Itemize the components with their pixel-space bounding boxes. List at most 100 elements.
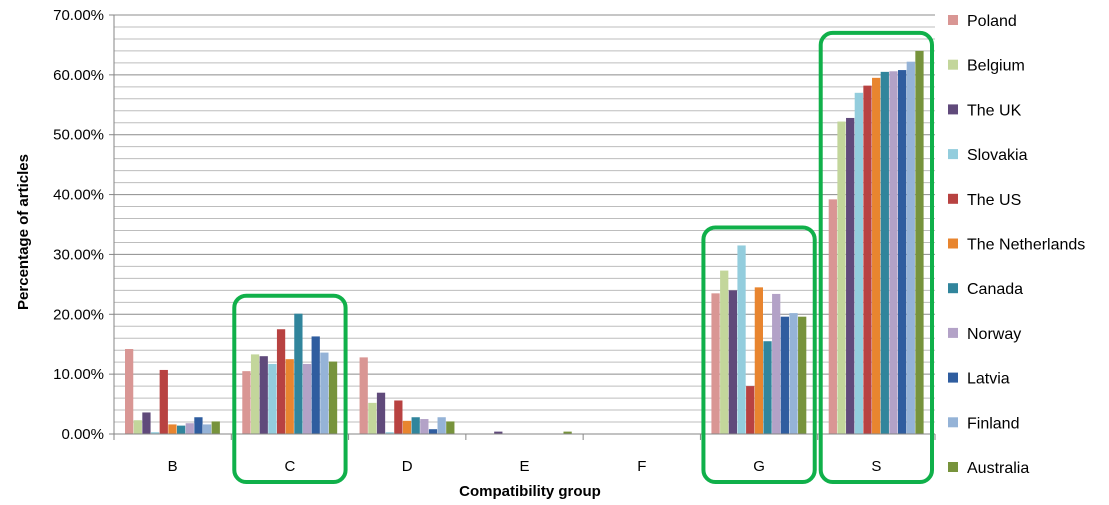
bar bbox=[302, 363, 312, 434]
bar bbox=[711, 293, 720, 434]
bar bbox=[176, 425, 186, 434]
legend-label: The US bbox=[967, 192, 1021, 209]
bar bbox=[754, 287, 763, 434]
legend-item: Latvia bbox=[948, 371, 1010, 388]
bar bbox=[359, 357, 368, 434]
bar bbox=[368, 402, 377, 434]
legend-label: Canada bbox=[967, 281, 1023, 298]
bar bbox=[437, 417, 446, 434]
legend-swatch bbox=[948, 327, 958, 338]
bar bbox=[737, 245, 746, 434]
bar bbox=[385, 432, 394, 434]
bar bbox=[446, 421, 455, 434]
bar bbox=[285, 359, 294, 434]
legend-item: Canada bbox=[948, 281, 1023, 298]
x-tick-label: S bbox=[871, 458, 881, 475]
bar bbox=[563, 431, 572, 434]
bar bbox=[798, 316, 807, 434]
highlight-box bbox=[701, 225, 817, 484]
legend-swatch bbox=[948, 238, 958, 249]
x-tick-label: F bbox=[637, 458, 646, 475]
legend-label: Slovakia bbox=[967, 147, 1028, 164]
bar bbox=[837, 121, 846, 435]
bar bbox=[294, 313, 303, 434]
legend-swatch bbox=[948, 372, 958, 383]
legend-label: Belgium bbox=[967, 58, 1025, 75]
bar bbox=[411, 417, 420, 434]
bar bbox=[420, 419, 429, 434]
highlight-boxes bbox=[232, 30, 935, 484]
y-tick-label: 40.00% bbox=[53, 187, 104, 204]
bar bbox=[780, 316, 789, 434]
bar bbox=[863, 85, 872, 434]
y-tick-label: 0.00% bbox=[61, 426, 104, 443]
bar bbox=[906, 61, 915, 434]
bar bbox=[889, 71, 898, 435]
legend-item: The Netherlands bbox=[948, 237, 1085, 254]
x-tick-label: D bbox=[402, 458, 413, 475]
bar bbox=[494, 431, 503, 434]
bar bbox=[259, 356, 268, 434]
bar bbox=[915, 50, 924, 434]
bar bbox=[428, 429, 438, 434]
legend-item: Slovakia bbox=[948, 147, 1028, 164]
bar bbox=[720, 270, 729, 434]
bar bbox=[268, 363, 277, 434]
y-tick-label: 50.00% bbox=[53, 127, 104, 144]
legend-item: Poland bbox=[948, 13, 1017, 30]
legend-swatch bbox=[948, 59, 958, 70]
highlight-box bbox=[818, 30, 935, 484]
legend-swatch bbox=[948, 283, 958, 294]
legend-label: Poland bbox=[967, 13, 1017, 30]
highlight-box bbox=[232, 293, 348, 484]
bar bbox=[276, 329, 286, 434]
legend-label: Australia bbox=[967, 460, 1029, 477]
bar bbox=[168, 424, 177, 434]
bar bbox=[328, 361, 338, 434]
legend: Poland Belgium The UK Slovakia The US The Net… bbox=[948, 13, 1085, 477]
bar bbox=[242, 371, 251, 434]
bar bbox=[728, 290, 738, 434]
y-tick-label: 60.00% bbox=[53, 67, 104, 84]
legend-label: The Netherlands bbox=[967, 237, 1085, 254]
legend-item: Belgium bbox=[948, 58, 1025, 75]
bar bbox=[828, 199, 837, 434]
bar bbox=[250, 354, 260, 434]
bar bbox=[185, 423, 194, 434]
bar bbox=[789, 313, 798, 434]
legend-swatch bbox=[948, 193, 958, 204]
y-tick-label: 70.00% bbox=[53, 7, 104, 24]
bar bbox=[211, 421, 220, 434]
legend-item: Finland bbox=[948, 415, 1019, 432]
bar bbox=[763, 341, 772, 434]
bars bbox=[125, 50, 924, 435]
legend-swatch bbox=[948, 149, 958, 160]
x-tick-label: E bbox=[519, 458, 529, 475]
legend-swatch bbox=[948, 417, 958, 428]
legend-item: The UK bbox=[948, 102, 1022, 119]
bar bbox=[880, 71, 889, 435]
legend-label: Latvia bbox=[967, 371, 1010, 388]
legend-swatch bbox=[948, 104, 958, 115]
x-axis-label: Compatibility group bbox=[459, 483, 601, 500]
bar bbox=[854, 92, 863, 434]
bar bbox=[125, 349, 134, 434]
y-axis-label: Percentage of articles bbox=[15, 154, 32, 310]
bar bbox=[311, 336, 320, 434]
bar bbox=[846, 117, 855, 434]
legend-label: Finland bbox=[967, 415, 1019, 432]
bar bbox=[376, 392, 386, 434]
x-tick-label: C bbox=[285, 458, 296, 475]
bar bbox=[133, 420, 142, 434]
legend-item: The US bbox=[948, 192, 1021, 209]
bar bbox=[194, 417, 203, 434]
legend-item: Norway bbox=[948, 326, 1021, 343]
legend-label: The UK bbox=[967, 102, 1022, 119]
y-tick-label: 30.00% bbox=[53, 246, 104, 263]
legend-label: Norway bbox=[967, 326, 1021, 343]
bar bbox=[320, 352, 329, 434]
y-tick-label: 10.00% bbox=[53, 366, 104, 383]
axes bbox=[109, 14, 936, 440]
